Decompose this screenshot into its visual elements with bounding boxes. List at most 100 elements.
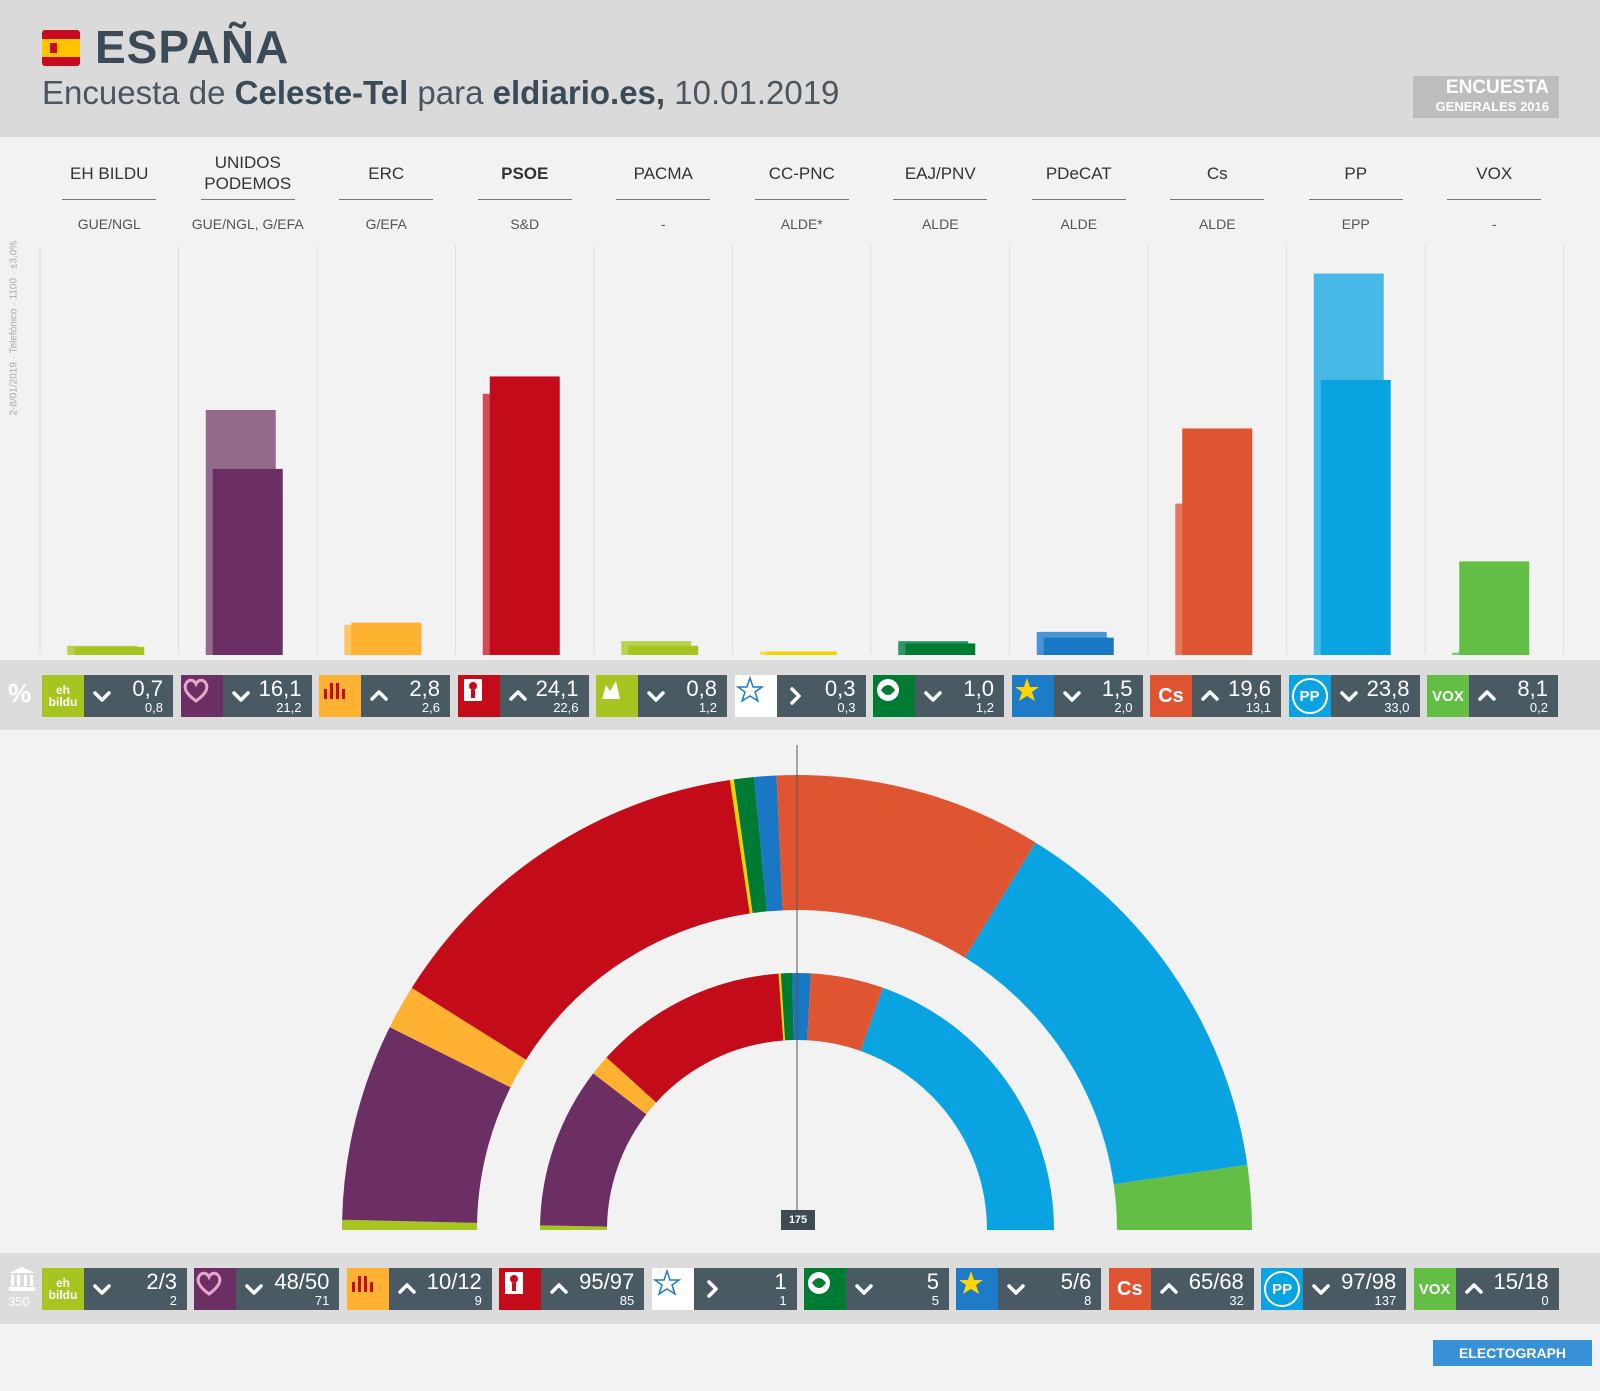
header: ESPAÑA Encuesta de Celeste-Tel para eldi… bbox=[0, 0, 1600, 137]
heart-icon bbox=[197, 1271, 222, 1296]
trend-right-icon bbox=[789, 687, 801, 705]
seat-value: 65/68 bbox=[1188, 1269, 1244, 1294]
cc-icon bbox=[735, 675, 764, 703]
seat-value: 97/98 bbox=[1341, 1269, 1397, 1294]
spain-flag-icon bbox=[42, 30, 80, 66]
pct-box-5: 0,3 0,3 bbox=[734, 675, 866, 717]
trend-up-icon bbox=[550, 1283, 568, 1294]
seat-prev-value: 5 bbox=[931, 1293, 939, 1308]
seat-prev-value: 8 bbox=[1084, 1293, 1092, 1308]
pollster: Celeste-Tel bbox=[234, 74, 409, 111]
party-underline-0 bbox=[62, 199, 156, 200]
seat-box-0: eh bildu 2/3 2 bbox=[42, 1268, 187, 1310]
pct-value-box: 1,0 1,2 bbox=[915, 675, 1004, 717]
trend-down-icon bbox=[93, 1284, 111, 1295]
pct-logo-7 bbox=[1011, 675, 1054, 717]
seat-value: 2/3 bbox=[146, 1269, 177, 1294]
pct-logo-4 bbox=[596, 675, 638, 717]
party-group-4: - bbox=[660, 216, 666, 232]
logo-text: PP bbox=[1291, 678, 1328, 714]
logo-text: Cs bbox=[1117, 1277, 1143, 1300]
pct-logo-5 bbox=[734, 675, 777, 717]
subtitle: Encuesta de Celeste-Tel para eldiario.es… bbox=[42, 74, 839, 112]
bar-poll-3 bbox=[489, 376, 560, 655]
pnv-icon bbox=[808, 1272, 830, 1294]
pct-value-box: 16,1 21,2 bbox=[222, 675, 312, 717]
seat-value: 48/50 bbox=[274, 1269, 330, 1294]
party-underline-1 bbox=[200, 199, 295, 200]
seat-prev-value: 0 bbox=[1541, 1293, 1549, 1308]
seat-logo-6 bbox=[804, 1268, 846, 1310]
pct-logo-1 bbox=[180, 675, 223, 717]
bar-poll-4 bbox=[628, 645, 699, 655]
pct-logo-6 bbox=[873, 675, 915, 717]
seat-value-box: 15/18 0 bbox=[1455, 1268, 1559, 1310]
seat-value-box: 10/12 9 bbox=[388, 1268, 492, 1310]
seat-value-box: 48/50 71 bbox=[236, 1268, 340, 1310]
poll-segment-9 bbox=[1113, 1164, 1252, 1230]
vote-bar-chart bbox=[39, 245, 1564, 655]
rose-icon bbox=[463, 679, 482, 701]
party-group-8: ALDE bbox=[1198, 216, 1236, 232]
party-name-0: EH BILDU bbox=[70, 164, 149, 183]
pct-prev-value: 33,0 bbox=[1384, 700, 1410, 715]
pct-box-4: 0,8 1,2 bbox=[596, 675, 727, 717]
poll-date: 10.01.2019 bbox=[665, 74, 840, 111]
poll-segment-3 bbox=[411, 779, 750, 1060]
bar-poll-9 bbox=[1320, 379, 1391, 655]
pct-value-box: 1,5 2,0 bbox=[1053, 675, 1143, 717]
seat-logo-7 bbox=[956, 1268, 999, 1310]
seat-prev-value: 2 bbox=[169, 1293, 177, 1308]
seat-prev-value: 137 bbox=[1374, 1293, 1397, 1308]
party-underline-4 bbox=[616, 199, 710, 200]
trend-down-icon bbox=[245, 1284, 264, 1295]
prev-segment-2 bbox=[593, 1057, 657, 1115]
seat-box-1: 48/50 71 bbox=[194, 1268, 340, 1310]
trend-up-icon bbox=[370, 690, 388, 701]
trend-down-icon bbox=[1339, 691, 1358, 702]
poll-segment-5 bbox=[733, 777, 767, 914]
seat-value-box: 5/6 8 bbox=[998, 1268, 1102, 1310]
media: eldiario.es, bbox=[492, 74, 666, 111]
prev-segment-3 bbox=[606, 973, 784, 1103]
seat-prev-value: 71 bbox=[314, 1293, 330, 1308]
pct-logo-9: PP bbox=[1288, 675, 1331, 717]
pct-value: 16,1 bbox=[258, 676, 302, 701]
seat-prev-value: 1 bbox=[779, 1293, 787, 1308]
trend-up-icon bbox=[1478, 690, 1496, 701]
logo-text: PP bbox=[1264, 1271, 1301, 1307]
seat-logo-2 bbox=[346, 1268, 389, 1310]
party-group-3: S&D bbox=[510, 216, 540, 232]
party-group-9: EPP bbox=[1341, 216, 1370, 232]
pct-value-box: 8,1 0,2 bbox=[1469, 675, 1558, 717]
seat-value-box: 65/68 32 bbox=[1150, 1268, 1254, 1310]
pacma-icon bbox=[602, 681, 620, 699]
prev-segment-8 bbox=[860, 987, 1054, 1230]
seat-prev-value: 32 bbox=[1229, 1293, 1244, 1308]
pct-box-9: PP 23,8 33,0 bbox=[1288, 675, 1420, 717]
seat-logo-3 bbox=[499, 1268, 542, 1310]
seat-box-3: 95/97 85 bbox=[499, 1268, 645, 1310]
country-title: ESPAÑA bbox=[95, 21, 290, 73]
seat-box-7: 5/6 8 bbox=[956, 1268, 1102, 1310]
party-group-5: ALDE* bbox=[780, 216, 823, 232]
trend-up-icon bbox=[1201, 690, 1219, 701]
party-name-5: CC-PNC bbox=[768, 164, 835, 183]
seat-prev-value: 85 bbox=[619, 1293, 635, 1308]
seat-logo-10: VOX bbox=[1413, 1268, 1456, 1310]
pct-prev-value: 22,6 bbox=[553, 700, 579, 715]
rose-icon bbox=[505, 1272, 524, 1294]
pct-box-2: 2,8 2,6 bbox=[319, 675, 450, 717]
prev-segment-7 bbox=[807, 973, 883, 1051]
trend-up-icon bbox=[398, 1283, 416, 1294]
party-underline-7 bbox=[1031, 199, 1126, 200]
prev-segment-4 bbox=[778, 973, 786, 1041]
party-underline-2 bbox=[339, 199, 433, 200]
seat-value-box: 2/3 2 bbox=[84, 1268, 187, 1310]
pct-prev-value: 13,1 bbox=[1245, 700, 1271, 715]
pct-value-box: 0,3 0,3 bbox=[776, 675, 866, 717]
seat-value: 10/12 bbox=[426, 1269, 482, 1294]
